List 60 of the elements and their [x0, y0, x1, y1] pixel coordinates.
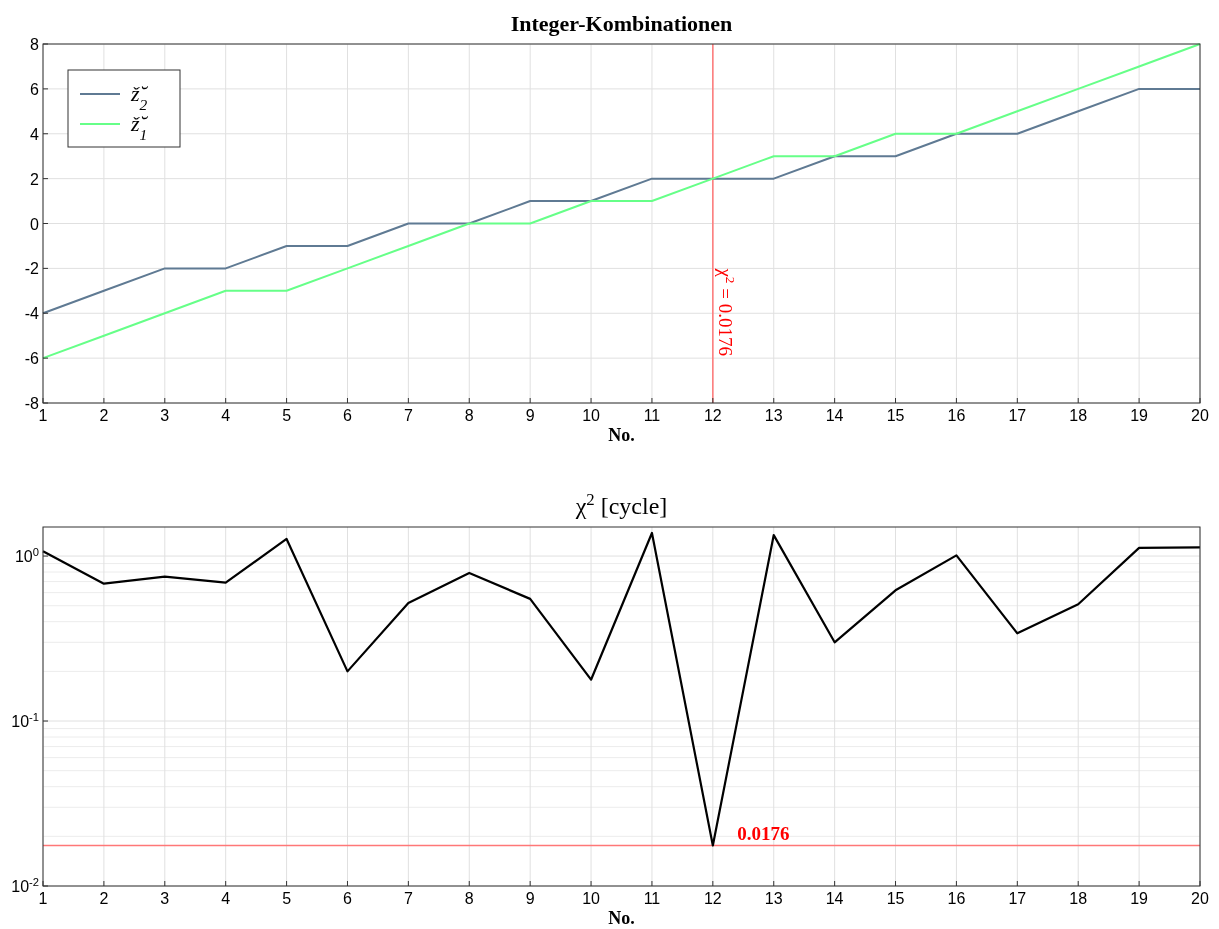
- x-tick-label: 18: [1069, 407, 1088, 424]
- x-tick-label: 1: [38, 890, 48, 907]
- x-tick-label: 15: [886, 890, 905, 907]
- x-tick-label: 17: [1008, 407, 1027, 424]
- chart-title: χ$^{2}$ [cycle]: [574, 489, 668, 519]
- x-tick-label: 5: [282, 890, 292, 907]
- line-series: [41, 531, 1202, 847]
- x-tick-label: 14: [825, 890, 844, 907]
- x-axis-title: No.: [608, 425, 635, 445]
- x-tick-label: 3: [160, 407, 170, 424]
- x-tick-label: 2: [99, 890, 109, 907]
- x-tick-label: 20: [1191, 890, 1209, 907]
- x-tick-label: 13: [764, 407, 783, 424]
- x-tick-label: 9: [525, 407, 535, 424]
- x-tick-label: 15: [886, 407, 905, 424]
- x-tick-label: 8: [464, 407, 474, 424]
- y-tick-label: -6: [24, 350, 40, 368]
- x-tick-label: 6: [343, 890, 353, 907]
- legend-label: ž̆$_{1}$: [130, 111, 149, 143]
- x-tick-label: 9: [525, 890, 535, 907]
- x-tick-label: 1: [38, 407, 48, 424]
- x-tick-label: 17: [1008, 890, 1027, 907]
- x-tick-label: 8: [464, 890, 474, 907]
- x-tick-label: 12: [703, 890, 722, 907]
- x-tick-label: 18: [1069, 890, 1088, 907]
- y-tick-label: 0: [30, 215, 40, 233]
- x-tick-label: 6: [343, 407, 353, 424]
- x-tick-label: 16: [947, 890, 966, 907]
- x-tick-label: 10: [582, 890, 601, 907]
- x-tick-label: 13: [764, 890, 783, 907]
- y-tick-label: 8: [30, 36, 40, 53]
- x-tick-label: 7: [403, 407, 413, 424]
- ref-line-label: 0.0176: [737, 823, 790, 845]
- y-tick-label: -4: [24, 305, 40, 323]
- x-tick-label: 5: [282, 407, 292, 424]
- y-tick-label: 2: [30, 170, 40, 188]
- x-tick-label: 7: [403, 890, 413, 907]
- x-tick-label: 14: [825, 407, 844, 424]
- y-tick-label: 6: [30, 80, 40, 98]
- x-tick-label: 4: [221, 890, 231, 907]
- y-tick-label: 10$^{-2}$: [11, 876, 39, 895]
- chart-title: Integer-Kombinationen: [510, 11, 733, 36]
- legend-label: ž̆$_{2}$: [130, 81, 149, 113]
- y-tick-label: 10$^{0}$: [14, 546, 39, 566]
- y-tick-label: 10$^{-1}$: [11, 711, 39, 731]
- x-tick-label: 19: [1130, 890, 1149, 907]
- x-axis-title: No.: [608, 908, 635, 928]
- y-tick-label: -2: [24, 260, 40, 278]
- x-tick-label: 16: [947, 407, 966, 424]
- x-tick-label: 10: [582, 407, 601, 424]
- x-tick-label: 19: [1130, 407, 1149, 424]
- x-tick-label: 3: [160, 890, 170, 907]
- x-tick-label: 12: [703, 407, 722, 424]
- x-tick-label: 2: [99, 407, 109, 424]
- x-tick-label: 11: [643, 407, 661, 424]
- y-tick-label: -8: [24, 395, 40, 412]
- x-tick-label: 20: [1191, 407, 1209, 424]
- x-tick-label: 4: [221, 407, 231, 424]
- x-tick-label: 11: [643, 890, 661, 907]
- y-tick-label: 4: [30, 125, 40, 143]
